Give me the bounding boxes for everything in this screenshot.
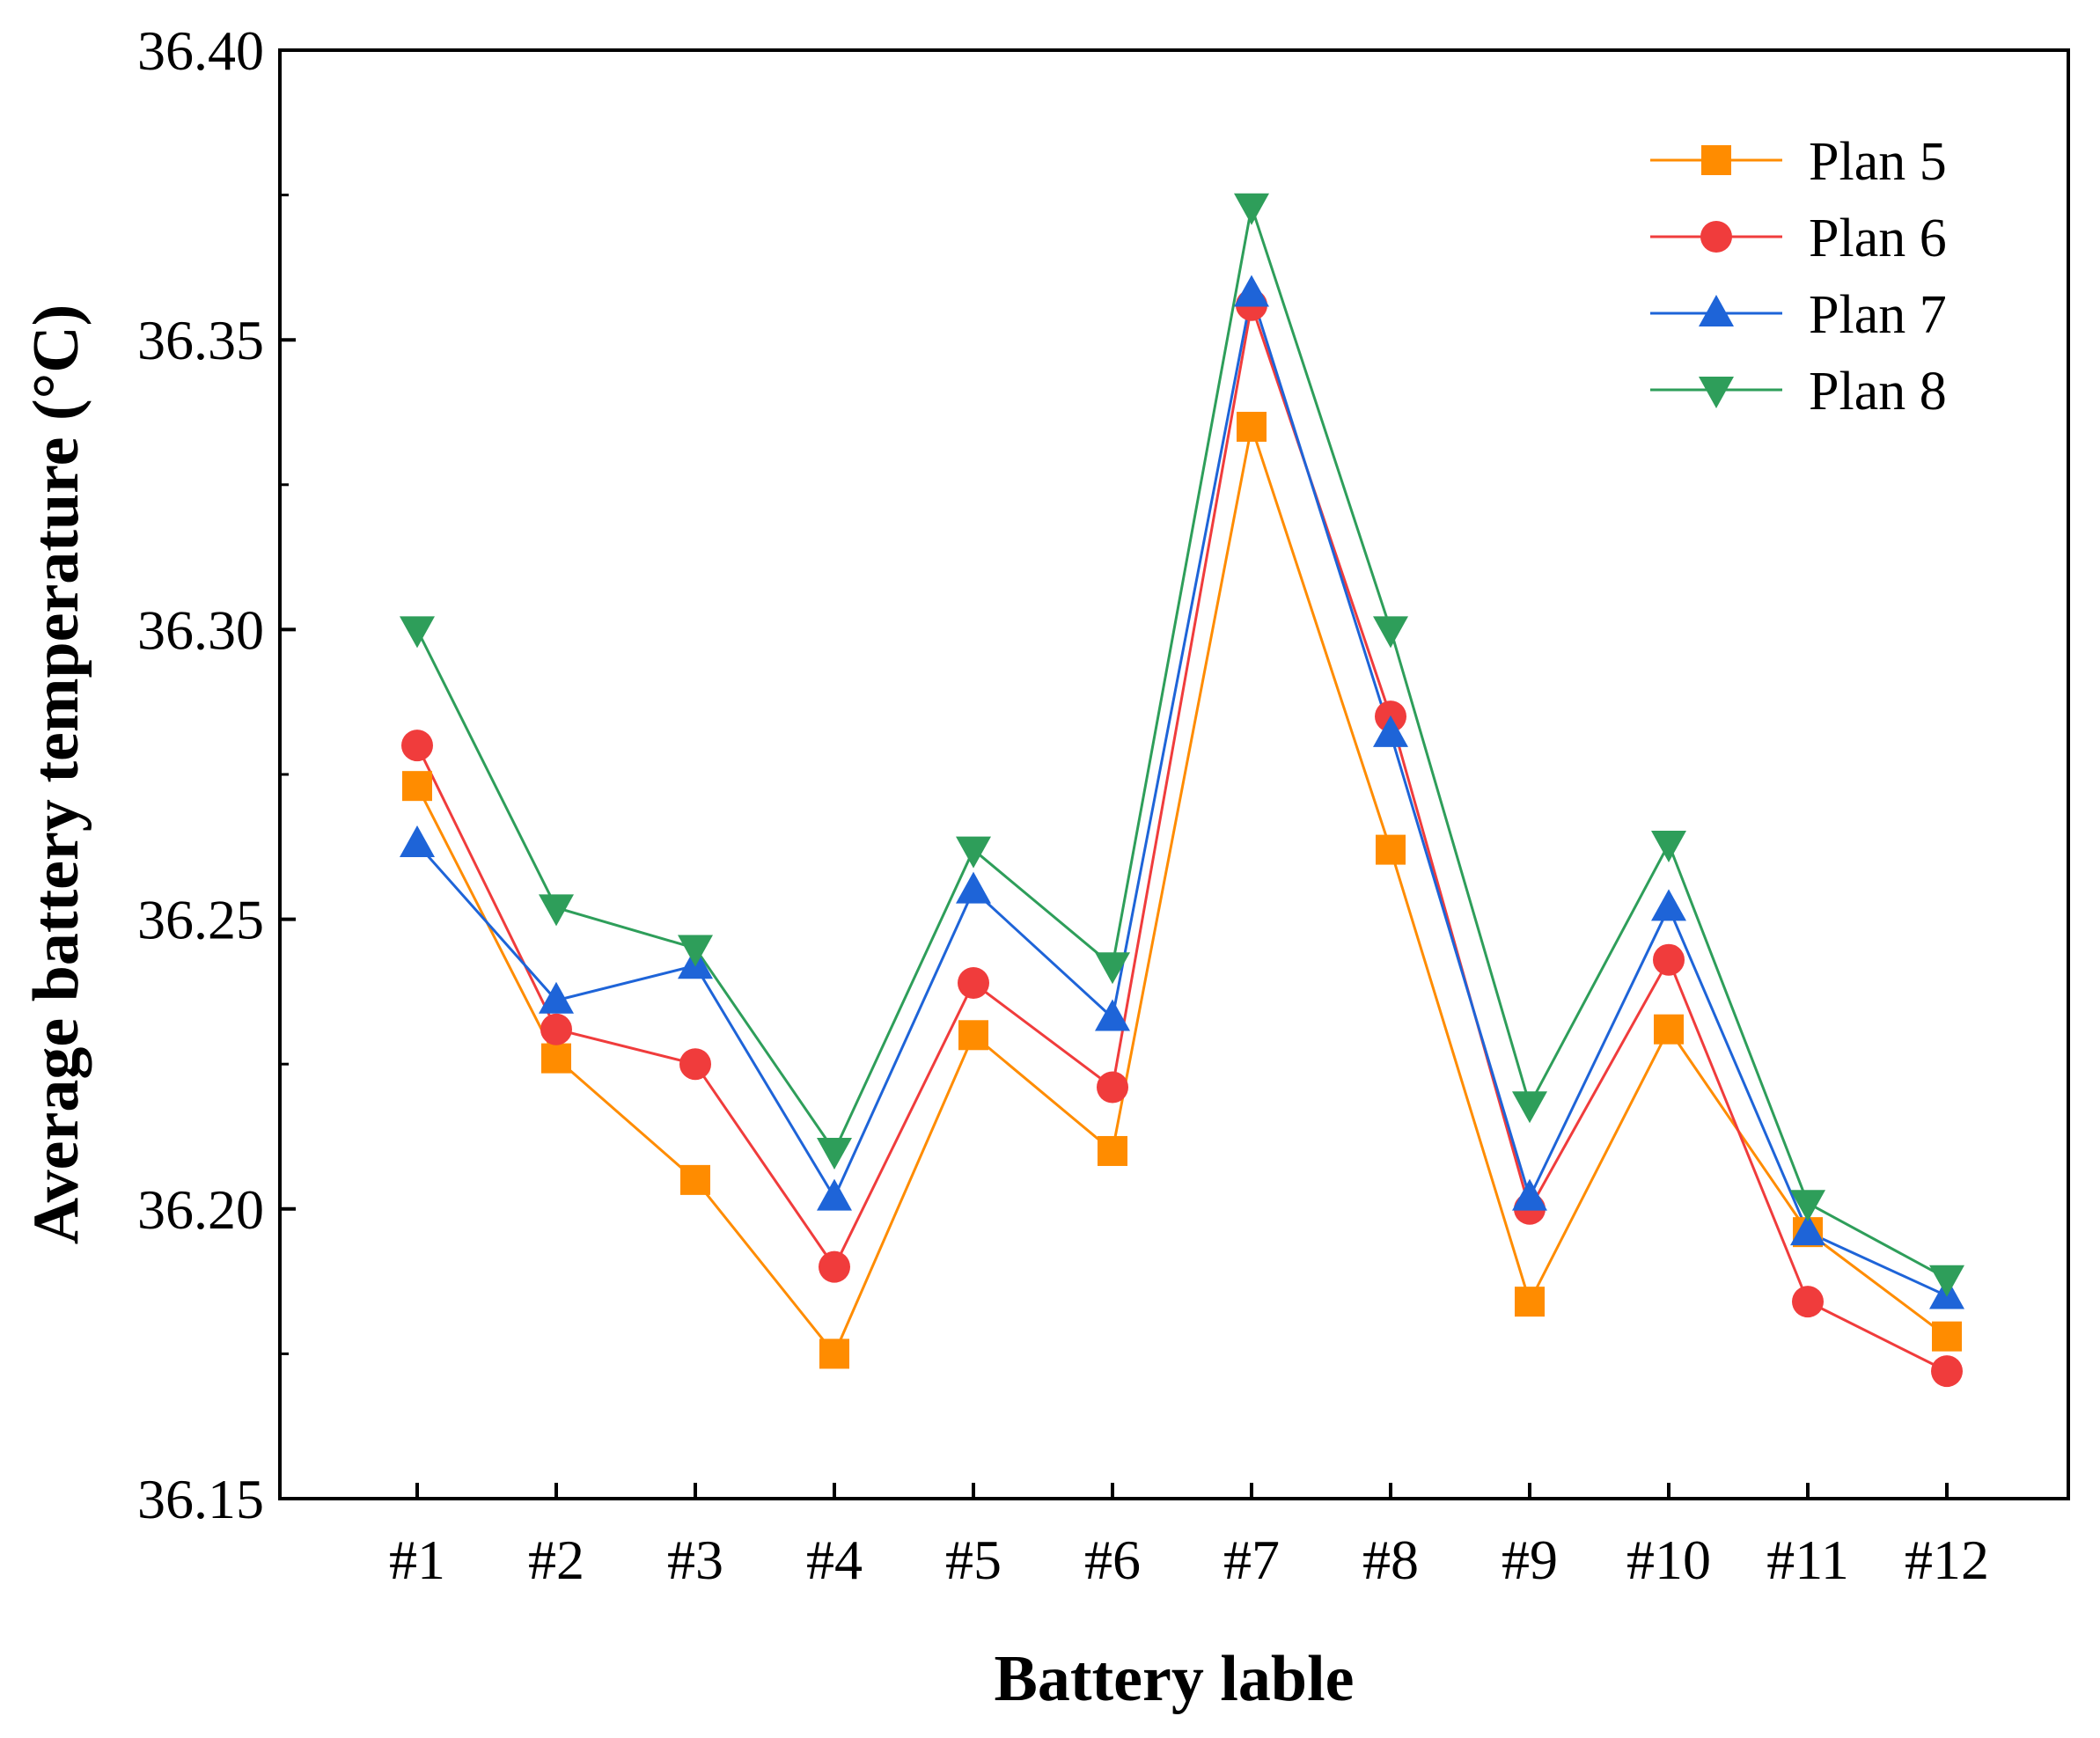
data-point: [1931, 1355, 1963, 1388]
data-point: [1651, 831, 1686, 863]
x-tick-label: #11: [1766, 1529, 1849, 1591]
series-line-plan-6: [415, 304, 1948, 1373]
data-point: [1932, 1321, 1962, 1352]
data-point: [1651, 889, 1686, 921]
data-point: [402, 771, 432, 802]
x-axis-title: Battery lable: [995, 1643, 1355, 1715]
data-point: [819, 1338, 849, 1369]
legend: Plan 5 Plan 6 Plan 7 Plan 8: [1650, 132, 1947, 422]
legend-marker: [1700, 221, 1732, 253]
series-line-plan-5: [415, 421, 1948, 1357]
data-point: [541, 1043, 571, 1074]
data-point: [1373, 616, 1408, 649]
data-point: [1237, 411, 1267, 442]
y-tick-label: 36.15: [137, 1468, 264, 1530]
y-tick-label: 36.30: [137, 598, 264, 661]
series-lines: [415, 206, 1948, 1373]
data-point: [1512, 1091, 1547, 1124]
legend-marker: [1699, 295, 1734, 326]
data-point: [400, 825, 435, 858]
series-points-plan-5: [402, 411, 1962, 1369]
data-point: [1512, 1178, 1547, 1211]
x-tick-label: #3: [667, 1529, 723, 1591]
x-tick-label: #10: [1626, 1529, 1711, 1591]
legend-marker: [1699, 377, 1734, 408]
data-point: [401, 730, 433, 762]
legend-item: Plan 5: [1650, 132, 1947, 192]
data-point: [678, 935, 713, 967]
x-tick-label: #5: [945, 1529, 1002, 1591]
data-point: [539, 981, 574, 1014]
data-point: [817, 1178, 852, 1211]
data-point: [958, 1020, 988, 1051]
data-point: [817, 1137, 852, 1170]
series-points-plan-8: [400, 193, 1964, 1297]
legend-label: Plan 8: [1809, 362, 1947, 422]
data-point: [540, 1013, 572, 1045]
legend-item: Plan 6: [1650, 209, 1947, 268]
data-point: [1376, 834, 1406, 865]
data-point: [1095, 952, 1130, 985]
x-axis: #1 #2 #3 #4 #5 #6 #7 #8 #9 #10 #11 #12: [389, 1483, 1989, 1591]
x-tick-label: #12: [1905, 1529, 1989, 1591]
data-point: [819, 1250, 850, 1283]
x-tick-label: #9: [1502, 1529, 1558, 1591]
data-point: [1515, 1287, 1545, 1317]
legend-item: Plan 7: [1650, 285, 1947, 345]
series-markers: [400, 193, 1964, 1388]
data-point: [679, 1048, 711, 1081]
series-line-plan-7: [415, 293, 1948, 1297]
data-point: [1095, 999, 1130, 1031]
data-point: [1097, 1071, 1128, 1104]
y-axis: 36.15 36.20 36.25 36.30 36.35 36.40: [137, 19, 296, 1530]
series-points-plan-6: [401, 289, 1963, 1388]
y-tick-label: 36.25: [137, 889, 264, 951]
data-point: [1790, 1190, 1825, 1222]
legend-item: Plan 8: [1650, 362, 1947, 422]
data-point: [1234, 193, 1269, 225]
x-tick-label: #8: [1362, 1529, 1419, 1591]
data-point: [956, 871, 991, 904]
data-point: [539, 894, 574, 927]
y-axis-title: Average battery temperature (°C): [20, 304, 92, 1245]
y-tick-label: 36.35: [137, 309, 264, 371]
series-line-plan-8: [415, 206, 1948, 1280]
data-point: [1929, 1265, 1964, 1297]
data-point: [1790, 1214, 1825, 1246]
x-tick-label: #1: [389, 1529, 445, 1591]
data-point: [680, 1164, 710, 1195]
legend-label: Plan 7: [1809, 285, 1947, 345]
data-point: [1654, 1014, 1684, 1045]
data-point: [1098, 1135, 1127, 1166]
y-tick-label: 36.20: [137, 1178, 264, 1241]
legend-label: Plan 5: [1809, 132, 1947, 192]
x-tick-label: #7: [1223, 1529, 1280, 1591]
data-point: [400, 616, 435, 649]
data-point: [956, 836, 991, 869]
x-tick-label: #4: [806, 1529, 863, 1591]
y-tick-label: 36.40: [137, 19, 264, 82]
data-point: [1653, 943, 1685, 976]
data-point: [1234, 275, 1269, 307]
data-point: [958, 967, 989, 1000]
x-tick-label: #6: [1084, 1529, 1141, 1591]
data-point: [1373, 715, 1408, 747]
data-point: [1792, 1286, 1824, 1318]
x-tick-label: #2: [528, 1529, 584, 1591]
legend-marker: [1701, 145, 1731, 175]
legend-label: Plan 6: [1809, 209, 1947, 268]
